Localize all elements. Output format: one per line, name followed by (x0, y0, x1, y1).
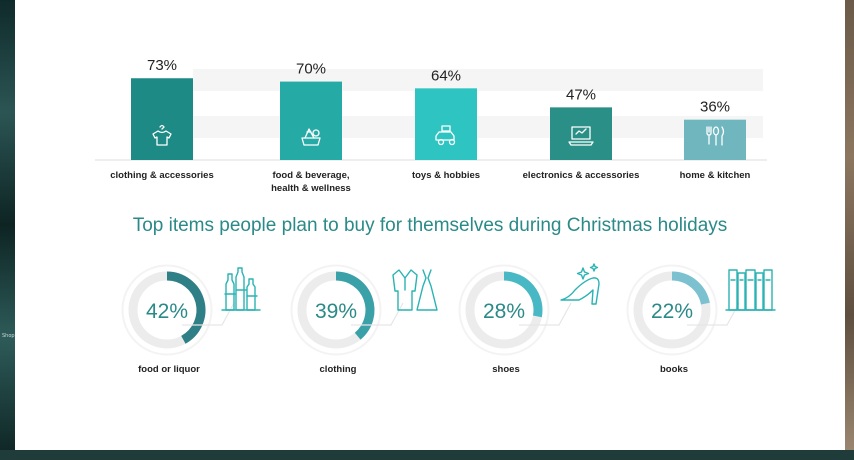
donut-category-label: books (660, 364, 688, 375)
bar-category-label: clothing & accessories (110, 170, 213, 181)
donut-category-label: shoes (492, 364, 519, 375)
food-basket-icon (301, 128, 321, 146)
bar (131, 78, 193, 160)
donut-group: 22% books (626, 264, 776, 375)
donut-value-label: 28% (483, 300, 525, 323)
donut-category-label: clothing (320, 364, 357, 375)
donut-category-label: food or liquor (138, 364, 200, 375)
kitchen-utensils-icon (706, 126, 725, 146)
suit-and-dress-icon (392, 269, 438, 311)
infographic-card: 73% clothing & accessories 70% food & bever… (15, 0, 845, 450)
bar-group: 47% electronics & accessories (523, 86, 640, 181)
donut-value-label: 39% (315, 300, 357, 323)
donut-connector (519, 302, 572, 326)
shirt-on-hanger-icon (152, 124, 172, 146)
high-heel-shoe-icon (560, 263, 600, 305)
donut-arc (335, 271, 375, 340)
background-photo-left (0, 0, 18, 450)
books-icon (725, 269, 776, 311)
bar-group: 70% food & beverage, health & wellness (271, 61, 351, 194)
bottles-icon (221, 267, 261, 311)
donut-group: 39% clothing (290, 264, 438, 375)
bar (550, 107, 612, 160)
bar-category-label: toys & hobbies (412, 170, 480, 181)
bar-category-label: food & beverage, (272, 170, 349, 181)
laptop-icon (568, 126, 594, 146)
bar-value-label: 64% (431, 67, 461, 84)
donut-arc (166, 271, 206, 344)
bar-value-label: 36% (700, 99, 730, 116)
bar-category-label: electronics & accessories (523, 170, 640, 181)
bar-chart: 73% clothing & accessories 70% food & bever… (95, 57, 767, 194)
donut-arc (503, 271, 543, 318)
bar-category-label: home & kitchen (680, 170, 751, 181)
bar (684, 119, 746, 160)
bar-group: 64% toys & hobbies (412, 67, 480, 181)
toy-car-icon (435, 125, 456, 146)
bar-group: 73% clothing & accessories (110, 57, 213, 181)
donut-group: 28% shoes (458, 263, 600, 375)
bar (280, 81, 342, 160)
bar-chart-marks: 73% clothing & accessories 70% food & bever… (110, 57, 750, 194)
donut-value-label: 42% (146, 300, 188, 323)
bar-group: 36% home & kitchen (680, 99, 751, 181)
donut-arc (671, 271, 710, 305)
bar-category-label: health & wellness (271, 183, 351, 194)
bar-value-label: 70% (296, 61, 326, 78)
grid-band (193, 69, 763, 91)
bar-value-label: 73% (147, 57, 177, 74)
bar (415, 88, 477, 160)
bar-value-label: 47% (566, 86, 596, 103)
background-photo-text: Shop (2, 333, 15, 339)
donut-charts: 42% food or liquor 39% clothing 28% shoes 22% b… (121, 263, 776, 375)
donut-section-title: Top items people plan to buy for themsel… (132, 215, 728, 236)
donut-group: 42% food or liquor (121, 264, 261, 375)
grid-band (193, 116, 763, 138)
donut-value-label: 22% (651, 300, 693, 323)
